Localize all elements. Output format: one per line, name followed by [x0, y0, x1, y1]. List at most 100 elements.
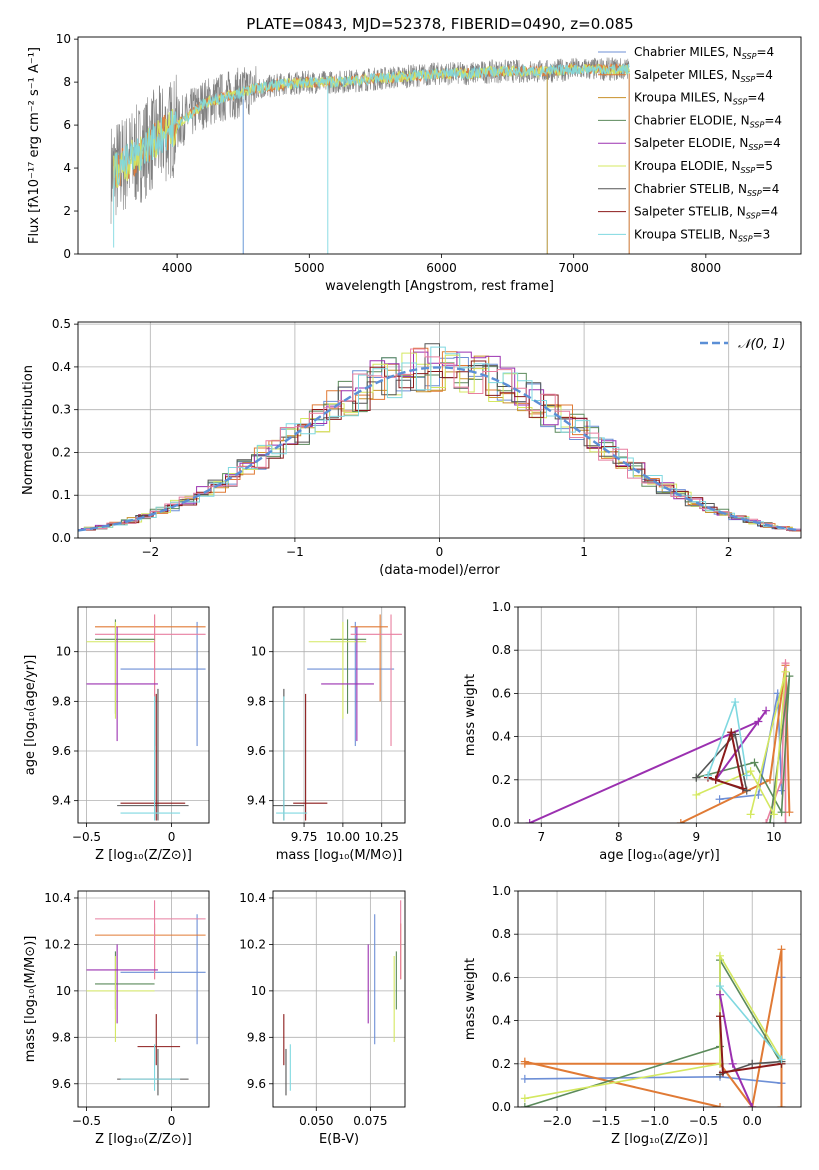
x-tick-label: 0.075	[353, 1114, 387, 1128]
y-tick-label: 0	[63, 247, 71, 261]
normal-curve	[78, 366, 799, 532]
y-tick-label: 0.8	[492, 927, 511, 941]
x-axis-label: Z [log₁₀(Z/Z⊙)]	[95, 848, 192, 863]
mass-weight-marker	[777, 1055, 786, 1064]
legend-subscript: SSP	[738, 234, 753, 243]
axes-frame	[77, 321, 802, 539]
y-tick-label: 10	[56, 984, 71, 998]
mass-weight-marker	[692, 790, 701, 799]
y-tick-label: 9.8	[52, 1030, 71, 1044]
x-tick-label: 9	[693, 830, 701, 844]
x-tick-label: 8000	[691, 261, 722, 275]
mass-weight-marker	[777, 808, 786, 817]
x-tick-label: 10.25	[365, 830, 399, 844]
legend-entry: Salpeter ELODIE, NSSP=4	[634, 136, 781, 152]
y-tick-label: 0.0	[52, 531, 71, 545]
mass-weight-marker	[746, 810, 755, 819]
y-tick-label: 0.4	[492, 1014, 511, 1028]
mass-weight-marker	[716, 1103, 725, 1107]
mass-weight-line	[524, 1060, 721, 1107]
y-tick-label: 9.8	[52, 694, 71, 708]
x-axis-label: mass [log₁₀(M/M⊙)]	[276, 848, 403, 863]
y-tick-label: 9.6	[247, 744, 266, 758]
legend-entry: Kroupa MILES, NSSP=4	[634, 91, 765, 107]
legend-value: =4	[747, 91, 765, 105]
legend-entry: Kroupa ELODIE, NSSP=5	[634, 159, 773, 175]
model-spectrum	[113, 63, 630, 188]
mass-weight-line	[719, 994, 754, 1107]
y-tick-label: 9.8	[247, 1030, 266, 1044]
mass-weight-marker	[692, 773, 701, 782]
mass-weight-marker	[765, 819, 774, 823]
model-spectrum	[113, 62, 630, 189]
mass-weight-marker	[716, 982, 725, 991]
axes-frame	[517, 890, 802, 1108]
mass-weight-marker	[750, 758, 759, 767]
x-tick-label: 10	[766, 830, 781, 844]
y-tick-label: 4	[63, 161, 71, 175]
y-axis-label: mass [log₁₀(M/M⊙)]	[23, 936, 38, 1063]
mass-weight-line	[529, 710, 767, 823]
mass-weight-marker	[781, 819, 790, 823]
x-tick-label: −1.0	[640, 1114, 669, 1128]
legend-entry: Chabrier ELODIE, NSSP=4	[634, 113, 782, 129]
mass-weight-marker	[728, 1059, 737, 1068]
legend-entry: Salpeter STELIB, NSSP=4	[634, 205, 778, 221]
legend-value: =4	[760, 205, 778, 219]
mass-weight-marker	[727, 728, 736, 737]
mass-weight-marker	[781, 659, 790, 668]
x-tick-label: 10.00	[326, 830, 360, 844]
x-tick-label: 6000	[426, 261, 457, 275]
mass-weight-marker	[716, 951, 725, 960]
x-tick-label: 0	[168, 830, 176, 844]
x-axis-label: (data-model)/error	[379, 563, 500, 578]
x-tick-label: 5000	[294, 261, 325, 275]
legend-subscript: SSP	[733, 98, 748, 107]
y-tick-label: 10.4	[44, 891, 71, 905]
y-axis-label: mass weight	[463, 958, 478, 1040]
y-axis-label: Flux [fλ10⁻¹⁷ erg cm⁻² s⁻¹ A⁻¹]	[27, 47, 42, 244]
mass_weight_vs_Z-panel	[514, 890, 802, 1111]
legend-subscript: SSP	[746, 212, 761, 221]
mass-weight-marker	[762, 706, 771, 715]
y-tick-label: 0.0	[492, 816, 511, 830]
legend-value: =4	[764, 113, 782, 127]
x-tick-label: 9.75	[291, 830, 318, 844]
y-axis-label: age [log₁₀(age/yr)]	[23, 655, 38, 776]
mass-weight-marker	[754, 717, 763, 726]
mass-weight-marker	[748, 1059, 757, 1068]
mass_weight_vs_age-panel	[514, 606, 802, 827]
age_vs_Z-panel	[74, 606, 210, 827]
y-tick-label: 10.4	[239, 891, 266, 905]
x-tick-label: −1	[286, 545, 304, 559]
y-tick-label: 6	[63, 118, 71, 132]
y-tick-label: 0.6	[492, 970, 511, 984]
y-tick-label: 10	[56, 32, 71, 46]
y-tick-label: 1.0	[492, 600, 511, 614]
legend-subscript: SSP	[747, 189, 762, 198]
x-tick-label: −2.0	[542, 1114, 571, 1128]
y-tick-label: 0.6	[492, 686, 511, 700]
y-tick-label: 8	[63, 75, 71, 89]
x-tick-label: −0.5	[72, 830, 101, 844]
legend-value: =4	[755, 68, 773, 82]
y-tick-label: 2	[63, 204, 71, 218]
y-tick-label: 10	[251, 645, 266, 659]
y-tick-label: 0.8	[492, 643, 511, 657]
legend-value: =4	[762, 182, 780, 196]
y-tick-label: 0.4	[492, 730, 511, 744]
x-tick-label: 0.0	[743, 1114, 762, 1128]
axes-frame	[77, 36, 802, 255]
x-tick-label: 8	[615, 830, 623, 844]
x-tick-label: −0.5	[72, 1114, 101, 1128]
mass-weight-marker	[785, 808, 794, 817]
mass-weight-marker	[716, 990, 725, 999]
y-tick-label: 0.2	[52, 445, 71, 459]
spectrum-panel: Chabrier MILES, NSSP=4 Salpeter MILES, NS…	[74, 36, 802, 258]
y-tick-label: 0.4	[52, 360, 71, 374]
x-axis-label: Z [log₁₀(Z/Z⊙)]	[95, 1132, 192, 1147]
mass-weight-marker	[746, 767, 755, 776]
x-tick-label: 1	[580, 545, 588, 559]
mass-weight-line	[524, 952, 783, 1100]
